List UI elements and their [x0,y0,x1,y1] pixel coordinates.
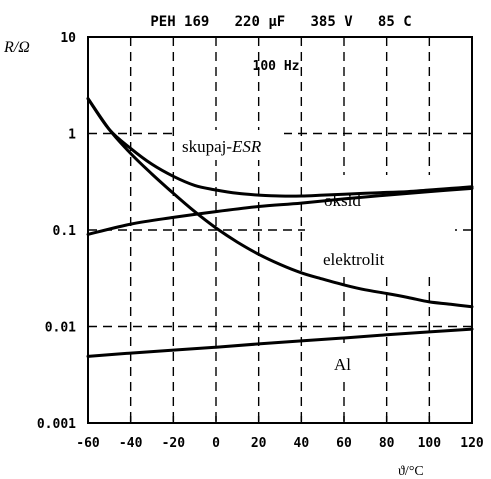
ticks: -60 -40 -20 0 20 40 60 80 100 120 10 1 0.1 0.01 0.001 [37,31,484,451]
x-axis-label: ϑ/°C [398,464,424,479]
y-tick-label: 10 [60,31,76,46]
curves [86,97,474,358]
annotation-al: Al [334,355,351,374]
x-tick-label: -60 [76,436,100,451]
y-tick-label: 0.1 [53,224,77,239]
chart-subtitle: 100 Hz [253,59,300,74]
x-tick-label: 0 [212,436,220,451]
label-bg-esr [178,130,284,160]
y-tick-label: 1 [68,128,76,143]
series-line-skupaj-esr [86,97,474,198]
chart-title: PEH 169 220 µF 385 V 85 C [150,14,411,30]
annotation-esr-text: skupaj- [182,137,232,156]
x-tick-label: 100 [418,436,442,451]
x-tick-label: 40 [294,436,310,451]
x-tick-label: 60 [336,436,352,451]
series-line-elektrolit [86,97,474,309]
x-tick-label: 120 [460,436,484,451]
annotation-esr-italic: ESR [231,137,262,156]
plot-frame [87,36,473,424]
series-line-al [86,327,474,358]
y-axis-label: R/Ω [3,39,30,56]
x-tick-label: -20 [162,436,186,451]
x-tick-label: 80 [379,436,395,451]
x-tick-label: -40 [119,436,143,451]
series-line-oksid [86,186,474,236]
y-tick-label: 0.001 [37,417,76,432]
x-tick-label: 20 [251,436,267,451]
annotation-esr: skupaj-ESR [182,137,262,156]
y-tick-label: 0.01 [45,321,76,336]
label-bg-al [305,343,385,377]
annotation-electrolyte: elektrolit [323,250,385,269]
grid [88,37,472,423]
annotation-oxide: oksid [324,191,361,210]
